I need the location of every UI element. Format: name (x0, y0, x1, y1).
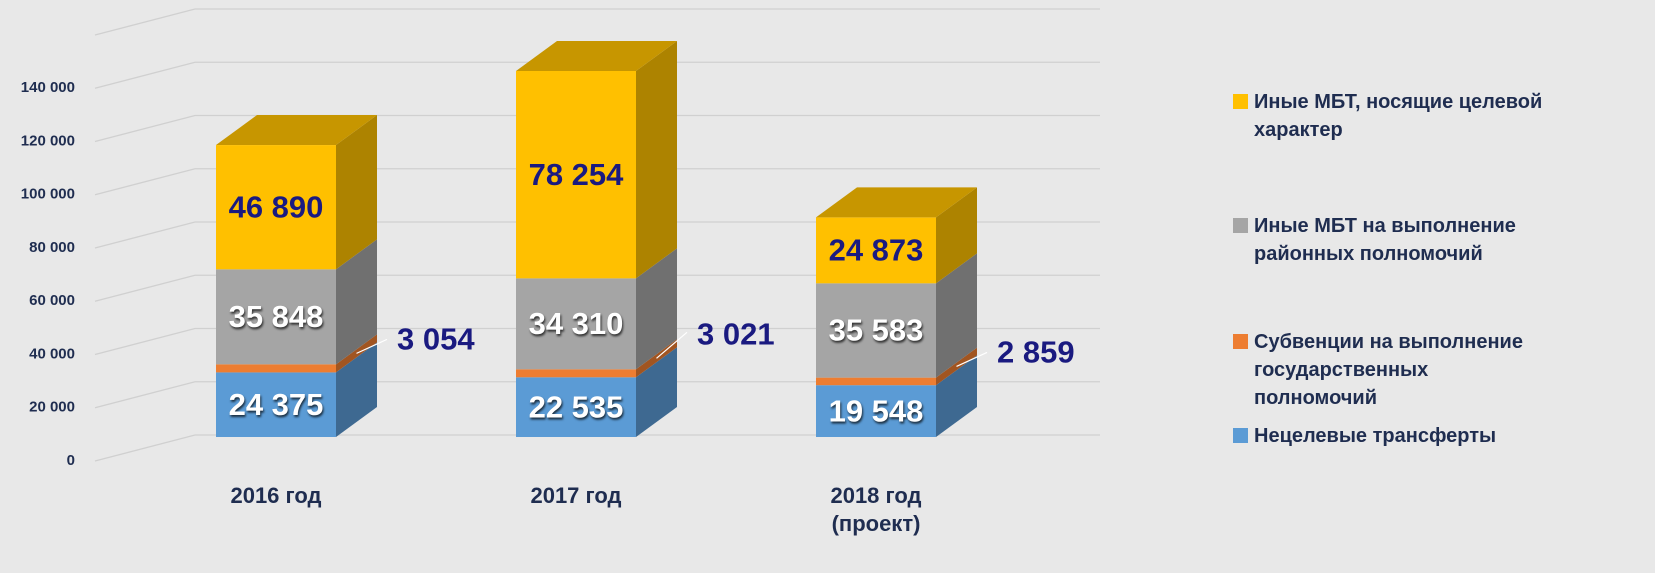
legend-swatch (1233, 428, 1248, 443)
grid-line (94, 168, 1100, 196)
legend-item: Нецелевые трансферты (1233, 422, 1653, 450)
x-tick-label: 2017 год (530, 483, 622, 508)
legend-item: Иные МБТ, носящие целевой характер (1233, 88, 1653, 144)
bar-segment (516, 377, 636, 437)
legend-swatch (1233, 218, 1248, 233)
data-label: 2 859 (997, 335, 1075, 370)
legend-item: Иные МБТ на выполнение районных полномоч… (1233, 212, 1653, 268)
grid-line (94, 114, 1100, 143)
legend-label: Иные МБТ на выполнение районных полномоч… (1254, 215, 1516, 265)
bar-side (336, 115, 377, 270)
bar-side (336, 342, 377, 437)
legend-label: Нецелевые трансферты (1254, 425, 1497, 447)
data-label: 24 873 (829, 233, 924, 268)
bar-top (516, 40, 677, 71)
bar-segment (216, 145, 336, 270)
bar-segment (816, 283, 936, 378)
legend-item: Субвенции на выполнение государственных … (1233, 328, 1653, 412)
legend-label: Иные МБТ, носящие целевой характер (1254, 91, 1543, 141)
bar-side (936, 187, 977, 284)
bar-segment (816, 385, 936, 437)
bar-segment (516, 278, 636, 370)
y-tick-label: 0 (67, 452, 75, 469)
grid-line (94, 381, 1100, 409)
y-tick-label: 60 000 (29, 292, 75, 309)
grid-line (94, 221, 1100, 249)
bar-segment (216, 372, 336, 437)
bar-segment (816, 377, 936, 386)
bar-top (216, 115, 377, 146)
y-tick-label: 120 000 (21, 132, 75, 149)
x-tick-label: 2018 год (проект) (830, 483, 922, 536)
grid-line (94, 61, 1100, 89)
data-label: 22 535 (529, 389, 624, 424)
data-label: 46 890 (229, 189, 324, 224)
data-label: 24 375 (229, 387, 324, 422)
grid-line (94, 434, 1100, 462)
bar-side (636, 40, 677, 279)
bar-segment (216, 269, 336, 365)
bar-segment (216, 364, 336, 373)
leader-line (656, 331, 688, 359)
bar-side (636, 347, 677, 437)
grid-line (94, 8, 1100, 36)
data-label: 3 021 (697, 316, 775, 351)
y-tick-label: 140 000 (21, 79, 75, 96)
legend-label: Субвенции на выполнение государственных … (1254, 331, 1523, 409)
data-label: 19 548 (829, 393, 924, 428)
bar-segment (516, 369, 636, 378)
bar-segment (816, 217, 936, 284)
grid-line (94, 274, 1100, 302)
y-tick-label: 80 000 (29, 239, 75, 256)
legend-swatch (1233, 94, 1248, 109)
bar-segment (516, 70, 636, 279)
bar-side (936, 253, 977, 378)
data-label: 35 848 (229, 299, 324, 334)
grid-line (94, 327, 1100, 356)
data-label: 78 254 (529, 157, 625, 192)
y-tick-label: 20 000 (29, 399, 75, 416)
data-label: 35 583 (829, 313, 924, 348)
leader-line (956, 351, 988, 367)
bar-side (336, 239, 377, 365)
y-tick-label: 40 000 (29, 345, 75, 362)
x-tick-label: 2016 год (230, 483, 322, 508)
y-tick-label: 100 000 (21, 186, 75, 203)
data-label: 3 054 (397, 322, 475, 357)
leader-line (356, 338, 388, 354)
data-label: 34 310 (529, 306, 624, 341)
bar-side (636, 248, 677, 370)
bar-side (936, 355, 977, 437)
bar-top (816, 187, 977, 218)
legend-swatch (1233, 334, 1248, 349)
